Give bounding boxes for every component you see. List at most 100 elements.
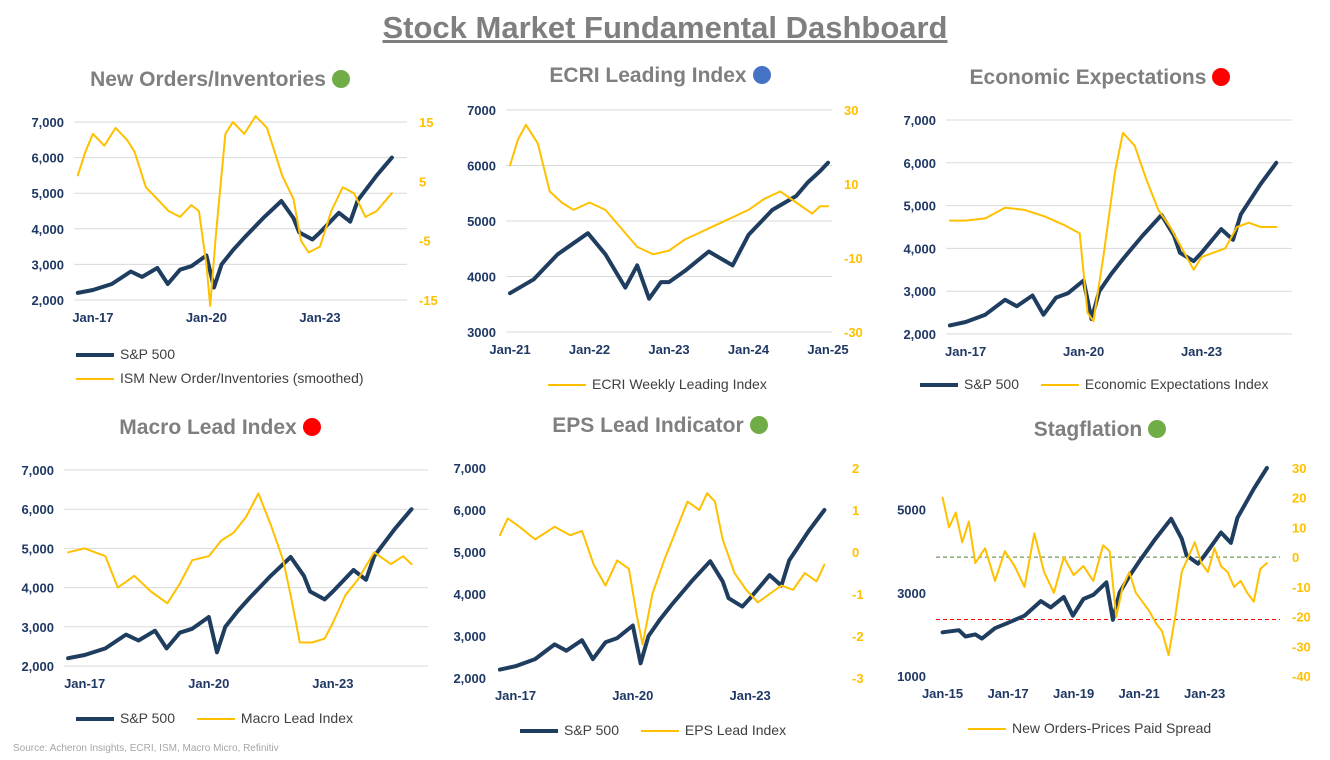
status-dot-red bbox=[1212, 68, 1231, 86]
legend-label: ECRI Weekly Leading Index bbox=[592, 376, 767, 392]
legend-item-macro-lead: Macro Lead Index bbox=[196, 710, 353, 726]
x-tick-label: Jan-17 bbox=[987, 686, 1028, 701]
right-tick-label: 30 bbox=[844, 103, 858, 118]
legend-label: EPS Lead Index bbox=[684, 722, 787, 738]
right-tick-label: 1 bbox=[852, 503, 859, 518]
legend-label: Macro Lead Index bbox=[240, 710, 353, 726]
left-tick-label: 3,000 bbox=[31, 257, 64, 272]
x-tick-label: Jan-20 bbox=[1063, 344, 1104, 359]
series-line-sp500 bbox=[75, 155, 394, 295]
panel-title: Macro Lead Index bbox=[40, 416, 400, 440]
right-tick-label: -5 bbox=[419, 234, 431, 249]
legend: ECRI Weekly Leading Index bbox=[548, 376, 785, 392]
panel-macro-lead-index: Macro Lead Index 2,000 3,000 4,000 5,000 6,0… bbox=[0, 410, 450, 740]
legend-label: S&P 500 bbox=[120, 346, 176, 362]
x-tick-label: Jan-20 bbox=[188, 676, 229, 691]
legend-label: S&P 500 bbox=[964, 376, 1020, 392]
right-tick-label: -30 bbox=[844, 325, 863, 340]
panel-ecri-leading-index: ECRI Leading Index 3000 4000 5000 6000 7000 -… bbox=[450, 62, 880, 402]
left-tick-label: 4,000 bbox=[21, 581, 54, 596]
chart-stagflation: 1000 3000 5000 -40 -30 -20 -10 0 10 20 30 Jan-15 Jan… bbox=[897, 461, 1311, 701]
left-tick-label: 7000 bbox=[467, 103, 496, 118]
series-line-sp500 bbox=[497, 508, 827, 672]
x-tick-label: Jan-21 bbox=[489, 342, 530, 357]
x-tick-label: Jan-17 bbox=[72, 310, 113, 325]
legend-item-sp500: S&P 500 bbox=[76, 710, 175, 726]
legend-swatch bbox=[968, 728, 1006, 731]
chart-eps-lead: 2,000 3,000 4,000 5,000 6,000 7,000 -3 -2 -1 0 1 2 J… bbox=[453, 461, 864, 703]
right-tick-label: -15 bbox=[419, 293, 438, 308]
legend-swatch bbox=[76, 353, 114, 358]
chart-macro-lead: 2,000 3,000 4,000 5,000 6,000 7,000 Jan-17 Jan-… bbox=[21, 463, 428, 691]
legend: New Orders-Prices Paid Spread bbox=[968, 720, 1229, 736]
left-tick-label: 7,000 bbox=[31, 115, 64, 130]
left-tick-label: 3000 bbox=[897, 586, 926, 601]
left-tick-label: 5,000 bbox=[903, 199, 936, 214]
legend-swatch bbox=[548, 384, 586, 387]
chart-new-orders: 2,000 3,000 4,000 5,000 6,000 7,000 -15 -5 5 15 Ja… bbox=[31, 115, 438, 325]
x-tick-label: Jan-23 bbox=[1184, 686, 1225, 701]
panel-title-text: ECRI Leading Index bbox=[549, 64, 747, 87]
x-tick-label: Jan-20 bbox=[612, 688, 653, 703]
series-line-indicator bbox=[941, 496, 1268, 657]
left-tick-label: 3,000 bbox=[21, 620, 54, 635]
x-tick-label: Jan-17 bbox=[945, 344, 986, 359]
left-tick-label: 3000 bbox=[467, 325, 496, 340]
left-tick-label: 7,000 bbox=[453, 461, 486, 476]
right-tick-label: -10 bbox=[1292, 580, 1311, 595]
panel-title: EPS Lead Indicator bbox=[470, 414, 850, 438]
panel-title-text: New Orders/Inventories bbox=[90, 68, 326, 91]
right-tick-label: 20 bbox=[1292, 491, 1306, 506]
legend-swatch bbox=[76, 378, 114, 381]
legend: S&P 500 EPS Lead Index bbox=[520, 722, 804, 738]
x-tick-label: Jan-19 bbox=[1053, 686, 1094, 701]
series-line-indicator bbox=[498, 492, 826, 646]
right-tick-label: -40 bbox=[1292, 669, 1311, 684]
left-tick-label: 2,000 bbox=[21, 659, 54, 674]
left-tick-label: 7,000 bbox=[21, 463, 54, 478]
left-tick-label: 6,000 bbox=[21, 502, 54, 517]
dashboard-title: Stock Market Fundamental Dashboard bbox=[382, 10, 948, 45]
status-dot-blue bbox=[752, 66, 771, 84]
panel-title-text: Macro Lead Index bbox=[119, 416, 297, 439]
series-line-indicator bbox=[67, 492, 413, 644]
x-tick-label: Jan-15 bbox=[922, 686, 963, 701]
series-line-indicator bbox=[76, 115, 393, 307]
legend-label: Economic Expectations Index bbox=[1084, 376, 1269, 392]
right-tick-label: 0 bbox=[1292, 550, 1299, 565]
right-tick-label: -3 bbox=[852, 671, 864, 686]
status-dot-green bbox=[749, 416, 768, 434]
series-line-indicator bbox=[509, 123, 829, 256]
left-tick-label: 6000 bbox=[467, 159, 496, 174]
left-tick-label: 2,000 bbox=[903, 327, 936, 342]
legend-item-sp500: S&P 500 bbox=[520, 722, 619, 738]
left-tick-label: 5,000 bbox=[453, 545, 486, 560]
left-tick-label: 1000 bbox=[897, 669, 926, 684]
left-tick-label: 5,000 bbox=[31, 186, 64, 201]
x-tick-label: Jan-20 bbox=[186, 310, 227, 325]
legend-swatch bbox=[76, 717, 114, 722]
right-tick-label: 5 bbox=[419, 174, 426, 189]
right-tick-label: -1 bbox=[852, 587, 864, 602]
series-line-sp500 bbox=[66, 507, 414, 661]
left-tick-label: 5000 bbox=[897, 503, 926, 518]
left-tick-label: 6,000 bbox=[453, 503, 486, 518]
legend-swatch bbox=[640, 730, 679, 733]
legend-item-econ-exp: Economic Expectations Index bbox=[1040, 376, 1269, 392]
legend-item-stagflation: New Orders-Prices Paid Spread bbox=[968, 720, 1211, 736]
left-tick-label: 2,000 bbox=[453, 671, 486, 686]
series-line-sp500 bbox=[508, 160, 830, 301]
left-tick-label: 6,000 bbox=[31, 151, 64, 166]
x-tick-label: Jan-25 bbox=[807, 342, 848, 357]
panel-title: ECRI Leading Index bbox=[470, 64, 850, 88]
right-tick-label: -30 bbox=[1292, 639, 1311, 654]
panel-title-text: Economic Expectations bbox=[969, 66, 1207, 89]
right-tick-label: 10 bbox=[1292, 520, 1306, 535]
status-dot-green bbox=[1148, 420, 1167, 438]
panel-economic-expectations: Economic Expectations 2,000 3,000 4,000 5,0… bbox=[880, 62, 1330, 402]
legend-item-eps-lead: EPS Lead Index bbox=[640, 722, 787, 738]
left-tick-label: 6,000 bbox=[903, 156, 936, 171]
legend-label: S&P 500 bbox=[120, 710, 176, 726]
legend-swatch bbox=[520, 729, 558, 734]
legend-item-ism: ISM New Order/Inventories (smoothed) bbox=[76, 370, 364, 386]
